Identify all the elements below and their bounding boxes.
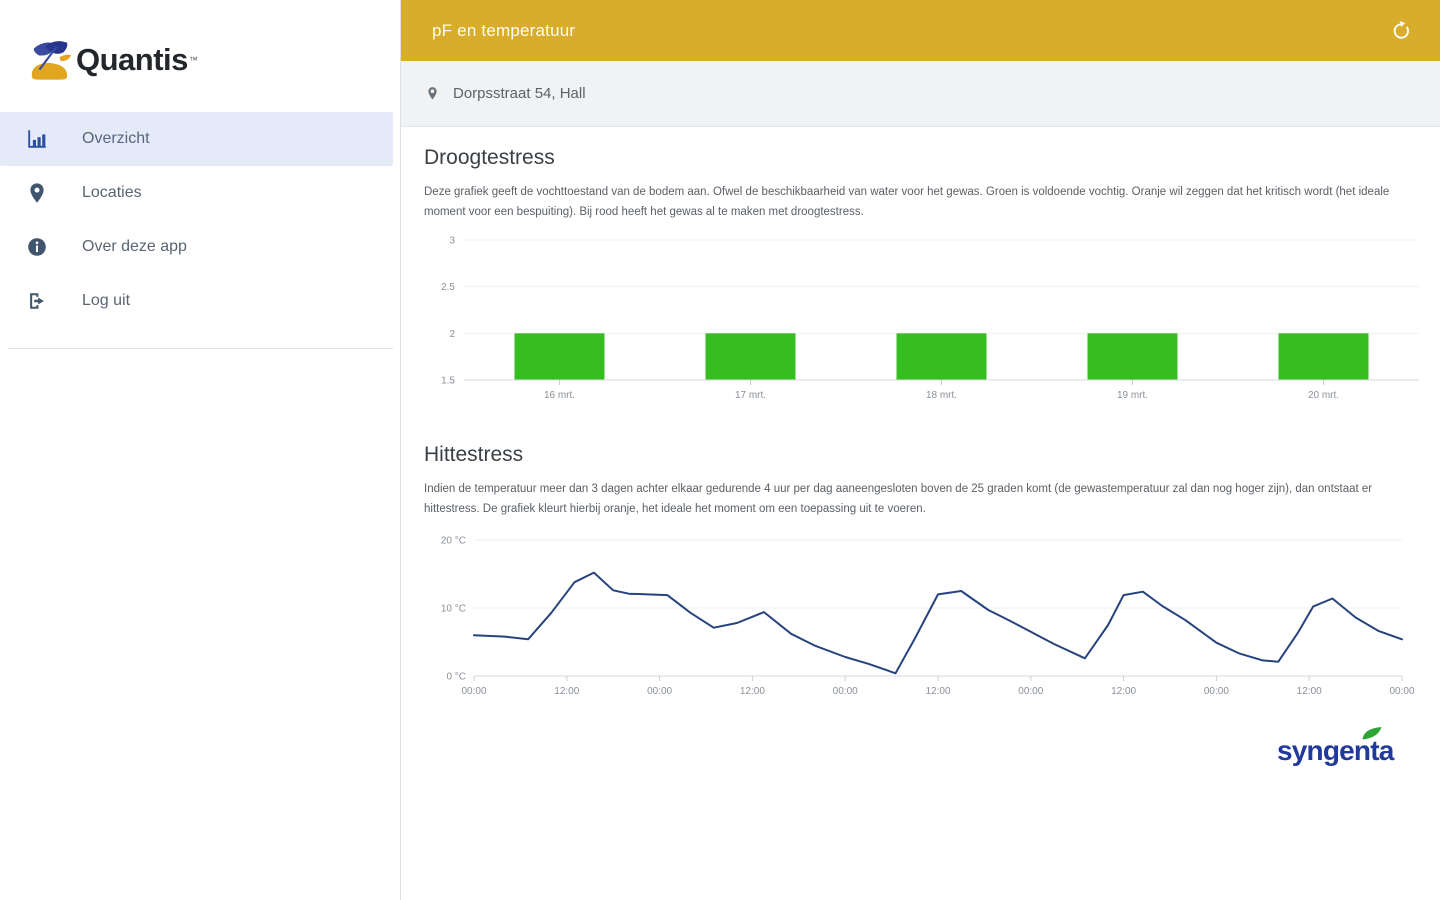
page-title: pF en temperatuur (432, 20, 576, 40)
hittestress-description: Indien de temperatuur meer dan 3 dagen a… (424, 483, 1373, 515)
hittestress-title: Hittestress (424, 443, 524, 466)
location-address: Dorpsstraat 54, Hall (453, 85, 586, 102)
svg-text:3: 3 (449, 236, 455, 247)
droogtestress-chart: 3 2.5 2 1.5 16 mrt. 17 mrt. 18 mrt. 19 mrt. 20 m… (424, 230, 1424, 405)
sidebar-item-overzicht[interactable]: Overzicht (0, 112, 393, 166)
svg-text:12:00: 12:00 (554, 686, 579, 697)
svg-text:2: 2 (449, 329, 455, 340)
svg-text:00:00: 00:00 (833, 686, 858, 697)
svg-text:12:00: 12:00 (925, 686, 950, 697)
svg-text:2.5: 2.5 (441, 282, 455, 293)
svg-text:0 °C: 0 °C (446, 672, 466, 683)
svg-text:00:00: 00:00 (647, 686, 672, 697)
map-pin-icon (30, 183, 44, 203)
svg-text:00:00: 00:00 (1204, 686, 1229, 697)
svg-text:10 °C: 10 °C (441, 604, 466, 615)
syngenta-logo: syngenta (1277, 727, 1423, 779)
logo-text: Quantis (76, 42, 188, 77)
logo-trademark: ™ (188, 55, 198, 65)
svg-text:20 °C: 20 °C (441, 536, 466, 547)
sidebar-item-locaties[interactable]: Locaties (0, 166, 393, 220)
svg-text:12:00: 12:00 (1111, 686, 1136, 697)
info-icon (28, 238, 46, 256)
location-pin-icon (428, 87, 437, 100)
sidebar-item-label: Overzicht (82, 130, 150, 147)
svg-text:16 mrt.: 16 mrt. (544, 390, 575, 401)
quantis-logo-icon (31, 41, 72, 80)
syngenta-leaf-icon (1362, 727, 1382, 740)
logout-icon (30, 293, 44, 309)
droogtestress-title: Droogtestress (424, 146, 555, 169)
sidebar: Quantis ™ Overzicht Locaties (0, 0, 401, 900)
svg-text:18 mrt.: 18 mrt. (926, 390, 957, 401)
droogtestress-description: Deze grafiek geeft de vochttoestand van … (424, 186, 1390, 218)
svg-text:00:00: 00:00 (1018, 686, 1043, 697)
sidebar-item-label: Over deze app (82, 238, 187, 255)
sidebar-item-label: Locaties (82, 184, 142, 201)
sidebar-item-over-deze-app[interactable]: Over deze app (0, 220, 393, 274)
refresh-button[interactable] (1388, 18, 1414, 44)
svg-text:1.5: 1.5 (441, 376, 455, 387)
svg-text:12:00: 12:00 (1297, 686, 1322, 697)
svg-text:00:00: 00:00 (461, 686, 486, 697)
sidebar-item-label: Log uit (82, 292, 131, 309)
svg-text:20 mrt.: 20 mrt. (1308, 390, 1339, 401)
svg-text:12:00: 12:00 (740, 686, 765, 697)
sidebar-divider (8, 348, 393, 349)
svg-text:00:00: 00:00 (1389, 686, 1414, 697)
location-bar[interactable]: Dorpsstraat 54, Hall (401, 61, 1440, 127)
svg-text:17 mrt.: 17 mrt. (735, 390, 766, 401)
bar-chart-icon (28, 130, 46, 148)
quantis-logo: Quantis ™ (26, 38, 198, 82)
svg-text:19 mrt.: 19 mrt. (1117, 390, 1148, 401)
syngenta-wordmark: syngenta (1277, 735, 1394, 766)
sidebar-item-log-uit[interactable]: Log uit (0, 274, 393, 328)
sidebar-menu: Overzicht Locaties Over deze app (0, 112, 393, 328)
hittestress-chart: 20 °C 10 °C 0 °C 00:00 12:00 00:00 12:00 00:00 1… (424, 528, 1424, 698)
refresh-icon (1393, 20, 1409, 39)
app-header: pF en temperatuur (401, 0, 1440, 61)
main-content: pF en temperatuur Dorpsstraat 54, Hall D… (401, 0, 1440, 900)
